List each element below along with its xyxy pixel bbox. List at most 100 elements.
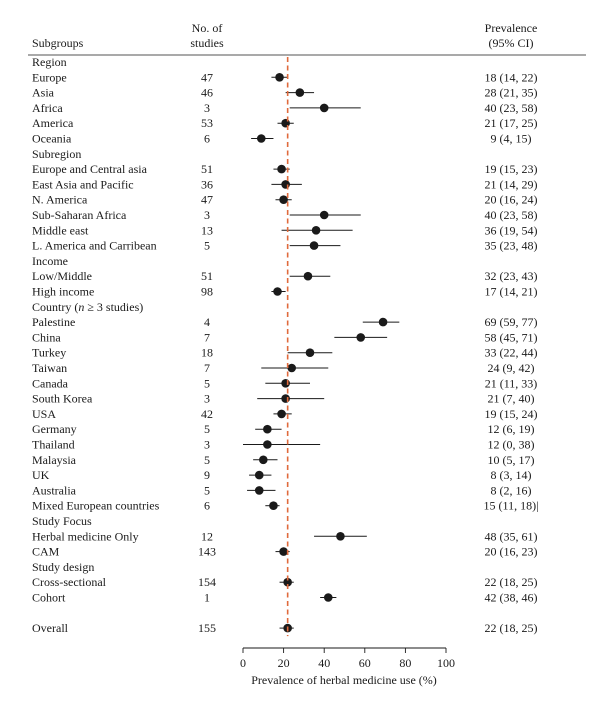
point-estimate [259, 455, 268, 465]
study-count: 46 [201, 86, 213, 100]
study-count: 155 [198, 621, 216, 635]
x-tick-label: 60 [359, 656, 371, 670]
subgroup-label: Middle east [32, 223, 89, 237]
point-estimate [281, 379, 290, 388]
group-heading-subregion: Subregion [32, 147, 81, 161]
prevalence-ci-text: 21 (7, 40) [488, 392, 535, 406]
subgroup-label: Mixed European countries [32, 499, 160, 513]
point-estimate [269, 501, 278, 511]
study-count: 47 [201, 193, 213, 207]
header-studies-line1: No. of [192, 21, 223, 35]
subgroup-label: Taiwan [32, 361, 67, 375]
subgroup-label: Europe [32, 70, 67, 84]
point-estimate [263, 440, 272, 449]
group-heading-label: Subregion [32, 147, 81, 161]
subgroup-label: Herbal medicine Only [32, 529, 139, 543]
group-heading-label: Country (n ≥ 3 studies) [32, 300, 143, 314]
study-count: 18 [201, 346, 213, 360]
row-america: America 53 21 (17, 25) [32, 116, 538, 130]
point-estimate [295, 88, 305, 97]
prevalence-ci-text: 22 (18, 25) [485, 575, 538, 589]
subgroup-label: Australia [32, 483, 77, 497]
point-estimate [319, 103, 329, 113]
prevalence-ci-text: 35 (23, 48) [485, 239, 538, 253]
prevalence-ci-text: 21 (14, 29) [485, 177, 538, 191]
subgroup-label: USA [32, 407, 56, 421]
x-tick-label: 40 [318, 656, 330, 670]
row-china: China 7 58 (45, 71) [32, 330, 538, 344]
row-asia: Asia 46 28 (21, 35) [32, 86, 538, 100]
row-south-korea: South Korea 3 21 (7, 40) [32, 392, 535, 406]
row-middle-east: Middle east 13 36 (19, 54) [32, 223, 538, 237]
point-estimate [275, 73, 284, 82]
subgroup-label: Overall [32, 621, 69, 635]
point-estimate [263, 424, 272, 434]
point-estimate [273, 287, 282, 296]
subgroup-label: Malaysia [32, 453, 77, 467]
study-count: 51 [201, 162, 213, 176]
row-high-income: High income 98 17 (14, 21) [32, 285, 538, 299]
study-count: 13 [201, 223, 213, 237]
point-estimate [254, 470, 264, 480]
study-count: 3 [204, 392, 210, 406]
study-count: 9 [204, 468, 210, 482]
point-estimate [311, 226, 321, 235]
row-l-america-and-carribean: L. America and Carribean 5 35 (23, 48) [32, 239, 538, 253]
row-oceania: Oceania 6 9 (4, 15) [32, 132, 532, 146]
prevalence-ci-text: 21 (11, 33) [485, 376, 538, 390]
point-estimate [281, 394, 290, 403]
x-tick-label: 80 [399, 656, 411, 670]
prevalence-ci-text: 15 (11, 18)| [484, 499, 539, 513]
study-count: 1 [204, 591, 210, 605]
subgroup-label: UK [32, 468, 50, 482]
row-canada: Canada 5 21 (11, 33) [32, 376, 537, 390]
subgroup-label: America [32, 116, 74, 130]
row-africa: Africa 3 40 (23, 58) [32, 101, 538, 115]
point-estimate [287, 363, 297, 373]
x-tick-label: 20 [278, 656, 290, 670]
point-estimate [319, 210, 329, 220]
subgroup-label: Cross-sectional [32, 575, 107, 589]
subgroup-label: South Korea [32, 392, 93, 406]
point-estimate [279, 547, 288, 556]
header-prevalence-line2: (95% CI) [489, 36, 534, 50]
prevalence-ci-text: 21 (17, 25) [485, 116, 538, 130]
point-estimate [256, 134, 266, 143]
subgroup-label: Asia [32, 86, 55, 100]
study-count: 5 [204, 376, 210, 390]
row-herbal-medicine-only: Herbal medicine Only 12 48 (35, 61) [32, 529, 538, 543]
group-heading-country-n-3-studies: Country (n ≥ 3 studies) [32, 300, 143, 314]
prevalence-ci-text: 20 (16, 23) [485, 545, 538, 559]
point-estimate [323, 593, 333, 602]
header-prevalence-line1: Prevalence [485, 21, 538, 35]
prevalence-ci-text: 19 (15, 23) [485, 162, 538, 176]
study-count: 12 [201, 529, 213, 543]
study-count: 6 [204, 132, 210, 146]
prevalence-ci-text: 18 (14, 22) [485, 70, 538, 84]
study-count: 5 [204, 422, 210, 436]
prevalence-ci-text: 17 (14, 21) [485, 285, 538, 299]
x-axis-label: Prevalence of herbal medicine use (%) [251, 673, 437, 687]
prevalence-ci-text: 48 (35, 61) [485, 529, 538, 543]
prevalence-ci-text: 8 (2, 16) [491, 483, 532, 497]
prevalence-ci-text: 36 (19, 54) [485, 223, 538, 237]
row-australia: Australia 5 8 (2, 16) [32, 483, 532, 497]
study-count: 3 [204, 438, 210, 452]
study-count: 143 [198, 545, 216, 559]
study-count: 3 [204, 101, 210, 115]
prevalence-ci-text: 20 (16, 24) [485, 193, 538, 207]
row-usa: USA 42 19 (15, 24) [32, 407, 538, 421]
study-count: 36 [201, 177, 213, 191]
group-heading-label: Study design [32, 560, 94, 574]
prevalence-ci-text: 42 (38, 46) [485, 591, 538, 605]
point-estimate [279, 195, 288, 204]
subgroup-label: Turkey [32, 346, 66, 360]
subgroup-label: High income [32, 285, 94, 299]
group-heading-label: Income [32, 254, 68, 268]
prevalence-ci-text: 24 (9, 42) [488, 361, 535, 375]
header-subgroups: Subgroups [32, 36, 84, 50]
subgroup-label: Low/Middle [32, 269, 92, 283]
row-europe-and-central-asia: Europe and Central asia 51 19 (15, 23) [32, 162, 538, 176]
group-heading-label: Study Focus [32, 514, 92, 528]
subgroup-label: China [32, 330, 61, 344]
